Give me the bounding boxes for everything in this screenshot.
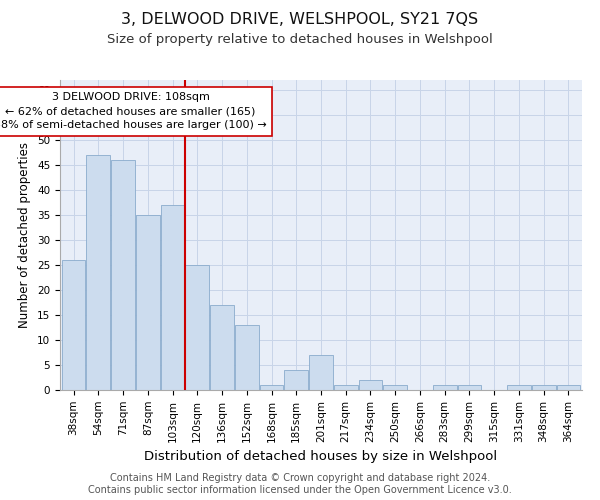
Bar	[458, 385, 481, 390]
Bar	[136, 215, 160, 390]
Bar	[111, 160, 135, 390]
X-axis label: Distribution of detached houses by size in Welshpool: Distribution of detached houses by size …	[145, 450, 497, 463]
Bar	[235, 325, 259, 390]
Y-axis label: Number of detached properties: Number of detached properties	[19, 142, 31, 328]
Bar	[86, 155, 110, 390]
Bar	[161, 205, 184, 390]
Text: Contains HM Land Registry data © Crown copyright and database right 2024.
Contai: Contains HM Land Registry data © Crown c…	[88, 474, 512, 495]
Bar	[532, 385, 556, 390]
Bar	[433, 385, 457, 390]
Bar	[557, 385, 580, 390]
Bar	[260, 385, 283, 390]
Bar	[383, 385, 407, 390]
Bar	[210, 305, 234, 390]
Bar	[185, 265, 209, 390]
Bar	[334, 385, 358, 390]
Text: Size of property relative to detached houses in Welshpool: Size of property relative to detached ho…	[107, 32, 493, 46]
Text: 3 DELWOOD DRIVE: 108sqm
← 62% of detached houses are smaller (165)
38% of semi-d: 3 DELWOOD DRIVE: 108sqm ← 62% of detache…	[0, 92, 267, 130]
Bar	[359, 380, 382, 390]
Text: 3, DELWOOD DRIVE, WELSHPOOL, SY21 7QS: 3, DELWOOD DRIVE, WELSHPOOL, SY21 7QS	[121, 12, 479, 28]
Bar	[284, 370, 308, 390]
Bar	[507, 385, 531, 390]
Bar	[309, 355, 333, 390]
Bar	[62, 260, 85, 390]
